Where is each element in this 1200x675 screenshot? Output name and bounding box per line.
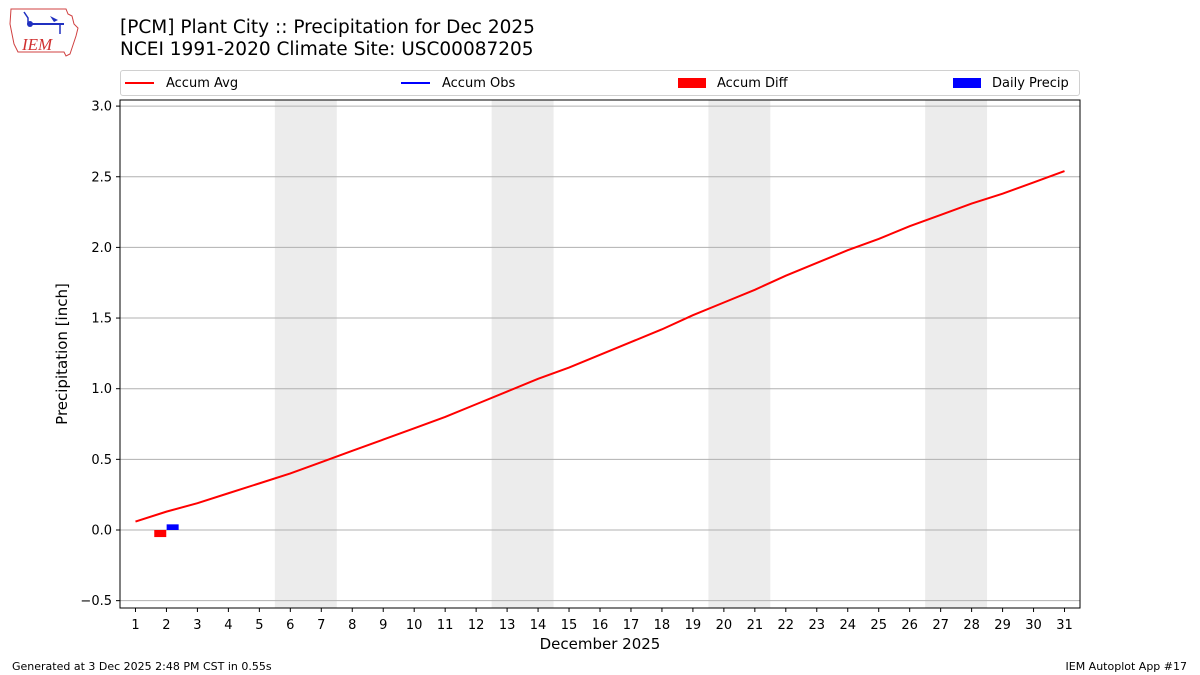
- x-tick-label: 13: [499, 618, 516, 633]
- x-tick-label: 29: [994, 618, 1011, 633]
- weekend-band: [925, 100, 988, 608]
- y-tick-label: 2.5: [91, 170, 112, 185]
- y-tick-label: 3.0: [91, 100, 112, 115]
- x-tick-label: 27: [932, 618, 949, 633]
- y-tick-label: 2.0: [91, 241, 112, 256]
- chart-legend: Accum Avg Accum Obs Accum Diff Daily Pre…: [120, 70, 1080, 96]
- legend-item-accum-diff: Accum Diff: [678, 74, 788, 92]
- x-tick-label: 23: [809, 618, 826, 633]
- y-tick-label: −0.5: [80, 594, 112, 609]
- x-tick-label: 15: [561, 618, 578, 633]
- x-tick-label: 4: [224, 618, 232, 633]
- line-swatch-icon: [125, 82, 154, 84]
- x-tick-label: 9: [379, 618, 387, 633]
- x-tick-label: 18: [654, 618, 671, 633]
- line-accum-avg: [135, 170, 1065, 523]
- x-tick-label: 20: [716, 618, 733, 633]
- legend-item-daily-precip: Daily Precip: [953, 74, 1069, 92]
- generated-timestamp: Generated at 3 Dec 2025 2:48 PM CST in 0…: [12, 660, 272, 673]
- x-tick-label: 6: [286, 618, 294, 633]
- legend-item-accum-avg: Accum Avg: [125, 74, 238, 92]
- title-line-2: NCEI 1991-2020 Climate Site: USC00087205: [120, 39, 534, 60]
- x-tick-label: 28: [963, 618, 980, 633]
- legend-label: Accum Avg: [166, 75, 239, 91]
- y-tick-label: 1.0: [91, 382, 112, 397]
- x-tick-label: 16: [592, 618, 609, 633]
- x-tick-label: 3: [193, 618, 201, 633]
- x-tick-label: 30: [1025, 618, 1042, 633]
- x-tick-label: 26: [901, 618, 918, 633]
- y-tick-label: 0.5: [91, 453, 112, 468]
- app-label: IEM Autoplot App #17: [1065, 660, 1188, 673]
- x-tick-label: 31: [1056, 618, 1073, 633]
- x-tick-label: 12: [468, 618, 485, 633]
- weekend-band: [708, 100, 771, 608]
- x-tick-label: 21: [747, 618, 764, 633]
- x-tick-label: 11: [437, 618, 454, 633]
- x-tick-label: 14: [530, 618, 547, 633]
- x-axis-label: December 2025: [540, 635, 661, 653]
- x-tick-label: 19: [685, 618, 702, 633]
- y-axis-label: Precipitation [inch]: [53, 283, 71, 425]
- bar-accum-diff: [154, 530, 167, 538]
- title-line-1: [PCM] Plant City :: Precipitation for De…: [120, 17, 535, 38]
- svg-text:IEM: IEM: [21, 35, 53, 54]
- bar-daily-precip: [166, 524, 179, 530]
- x-tick-label: 2: [162, 618, 170, 633]
- x-tick-label: 1: [131, 618, 139, 633]
- iem-logo: IEM: [8, 6, 80, 58]
- x-tick-label: 5: [255, 618, 263, 633]
- x-tick-label: 10: [406, 618, 423, 633]
- legend-item-accum-obs: Accum Obs: [401, 74, 515, 92]
- legend-label: Accum Obs: [442, 75, 516, 91]
- y-tick-label: 0.0: [91, 524, 112, 539]
- x-tick-label: 17: [623, 618, 640, 633]
- x-tick-label: 25: [870, 618, 887, 633]
- x-tick-label: 22: [778, 618, 795, 633]
- x-tick-label: 8: [348, 618, 356, 633]
- x-tick-label: 24: [839, 618, 856, 633]
- box-swatch-icon: [953, 78, 981, 88]
- line-swatch-icon: [401, 82, 430, 84]
- box-swatch-icon: [678, 78, 706, 88]
- legend-label: Daily Precip: [992, 75, 1069, 91]
- legend-label: Accum Diff: [717, 75, 788, 91]
- y-tick-label: 1.5: [91, 312, 112, 327]
- weekend-band: [491, 100, 554, 608]
- chart-title: [PCM] Plant City :: Precipitation for De…: [120, 17, 535, 61]
- x-tick-label: 7: [317, 618, 325, 633]
- weekend-band: [274, 100, 337, 608]
